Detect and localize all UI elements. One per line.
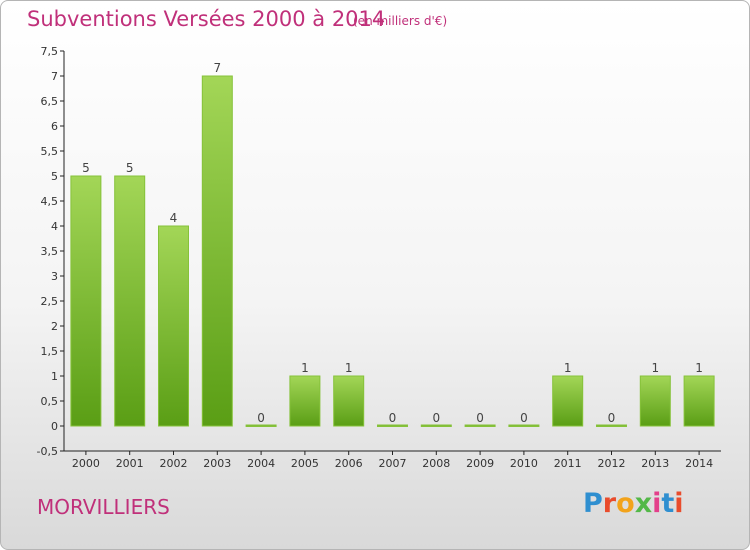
bar [683, 375, 715, 427]
logo-letter: P [583, 488, 603, 519]
logo-letter: t [661, 488, 675, 519]
y-tick-label: 1 [51, 370, 58, 383]
logo-letter: o [616, 488, 635, 519]
x-tick-label: 2005 [291, 457, 319, 470]
bar [552, 375, 584, 427]
bar-value-label: 1 [345, 361, 353, 375]
y-tick-label: 5 [51, 170, 58, 183]
x-tick-label: 2012 [598, 457, 626, 470]
y-tick-label: 7,5 [41, 45, 59, 58]
x-tick-label: 2011 [554, 457, 582, 470]
bar [639, 375, 671, 427]
x-tick-label: 2009 [466, 457, 494, 470]
bar-value-label: 0 [432, 411, 440, 425]
y-tick-label: 2,5 [41, 295, 59, 308]
bar [333, 375, 365, 427]
bar-value-label: 4 [170, 211, 178, 225]
y-tick-label: 6,5 [41, 95, 59, 108]
logo-letter: r [602, 488, 617, 519]
bar [289, 375, 321, 427]
x-tick-label: 2013 [641, 457, 669, 470]
bar-value-label: 0 [476, 411, 484, 425]
x-tick-label: 2003 [203, 457, 231, 470]
chart-unit: (en milliers d'€) [353, 14, 448, 28]
y-tick-label: 1,5 [41, 345, 59, 358]
bar-value-label: 5 [126, 161, 134, 175]
bar [596, 424, 627, 427]
bar-value-label: 1 [695, 361, 703, 375]
bar [114, 175, 146, 427]
bar [158, 225, 189, 427]
x-tick-label: 2006 [335, 457, 363, 470]
bar-value-label: 0 [520, 411, 528, 425]
y-tick-label: 3,5 [41, 245, 59, 258]
bar-value-label: 5 [82, 161, 90, 175]
logo-letter: i [652, 488, 662, 519]
bar [70, 175, 102, 427]
y-tick-label: 0 [51, 420, 58, 433]
bar-value-label: 0 [257, 411, 265, 425]
logo-letter: x [634, 488, 653, 519]
bar [377, 424, 408, 427]
y-tick-label: 6 [51, 120, 58, 133]
x-tick-label: 2008 [422, 457, 450, 470]
x-tick-label: 2004 [247, 457, 275, 470]
bar-value-label: 0 [608, 411, 616, 425]
bar-value-label: 1 [564, 361, 572, 375]
chart-title: Subventions Versées 2000 à 2014 [27, 7, 386, 31]
y-tick-label: 4 [51, 220, 58, 233]
x-tick-label: 2010 [510, 457, 538, 470]
y-tick-label: -0,5 [37, 445, 58, 458]
commune-name: MORVILLIERS [37, 495, 170, 519]
y-tick-label: 5,5 [41, 145, 59, 158]
bar [201, 75, 233, 427]
bar-value-label: 0 [389, 411, 397, 425]
y-tick-label: 7 [51, 70, 58, 83]
x-tick-label: 2002 [160, 457, 188, 470]
y-tick-label: 2 [51, 320, 58, 333]
x-tick-label: 2001 [116, 457, 144, 470]
x-tick-label: 2000 [72, 457, 100, 470]
bar [464, 424, 496, 427]
y-tick-label: 0,5 [41, 395, 59, 408]
x-tick-label: 2014 [685, 457, 713, 470]
bar [420, 424, 452, 427]
y-tick-label: 3 [51, 270, 58, 283]
bar-value-label: 7 [213, 61, 221, 75]
bar [508, 424, 540, 427]
bar-value-label: 1 [651, 361, 659, 375]
proxiti-logo: Proxiti [583, 488, 684, 519]
bar-value-label: 1 [301, 361, 309, 375]
y-tick-label: 4,5 [41, 195, 59, 208]
bar [245, 424, 277, 427]
x-tick-label: 2007 [379, 457, 407, 470]
logo-letter: i [674, 488, 684, 519]
